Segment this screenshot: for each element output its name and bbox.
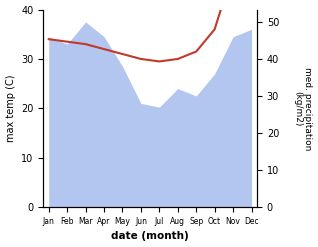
Y-axis label: med. precipitation
(kg/m2): med. precipitation (kg/m2) [293, 67, 313, 150]
X-axis label: date (month): date (month) [111, 231, 189, 242]
Y-axis label: max temp (C): max temp (C) [5, 75, 16, 142]
